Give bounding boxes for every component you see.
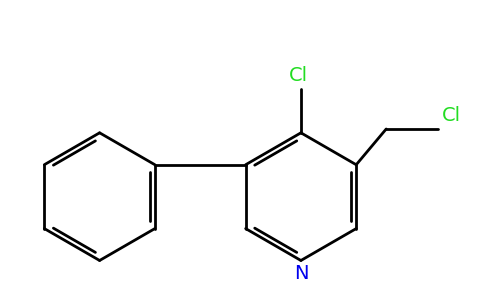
Text: N: N xyxy=(294,264,308,284)
Text: Cl: Cl xyxy=(442,106,461,125)
Text: Cl: Cl xyxy=(289,66,308,85)
